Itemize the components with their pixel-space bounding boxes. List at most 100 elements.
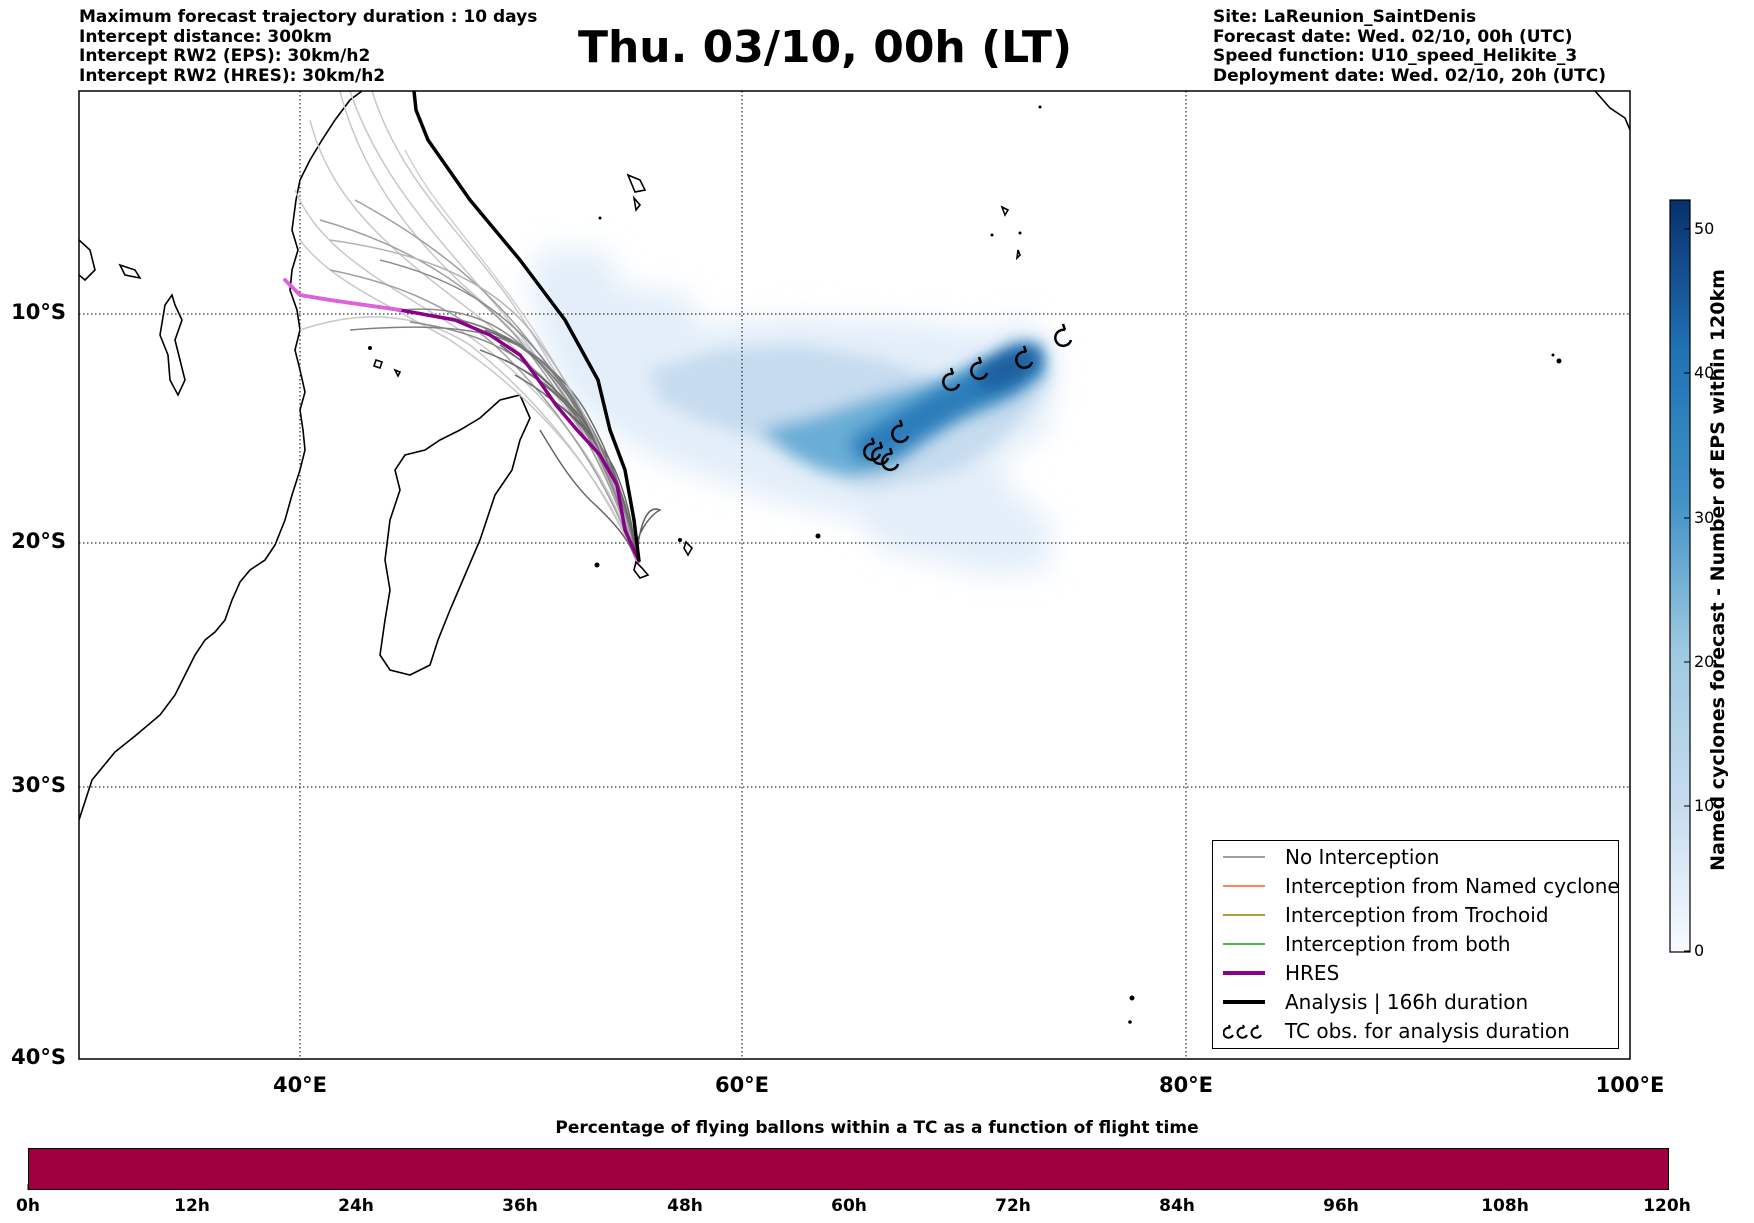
legend-label: Interception from Trochoid (1285, 903, 1549, 927)
legend-label: HRES (1285, 961, 1340, 985)
legend-item: Interception from both (1223, 931, 1511, 957)
colorbar-tick-label: 20 (1694, 652, 1715, 671)
eps-track (635, 508, 662, 561)
flight-bar-tick-label: 36h (502, 1196, 538, 1216)
lat-label: 10°S (11, 300, 66, 324)
eps-track (539, 429, 637, 561)
graticule (79, 91, 1630, 1059)
eps-track (319, 219, 637, 561)
island-dot (1129, 995, 1135, 1001)
map-legend: No Interception Interception from Named … (1212, 840, 1620, 1049)
legend-swatch (1223, 943, 1265, 945)
param-line: Maximum forecast trajectory duration : 1… (79, 7, 538, 27)
legend-item: Analysis | 166h duration (1223, 989, 1528, 1015)
island-dot (1556, 358, 1562, 364)
site-info: Site: LaReunion_SaintDenis Forecast date… (1213, 7, 1607, 86)
legend-swatch (1223, 856, 1265, 858)
tc-symbol (1054, 323, 1073, 347)
flight-bar-tick-label: 84h (1159, 1196, 1195, 1216)
chagos-islands (1000, 205, 1021, 261)
density-colorbar (1669, 199, 1691, 953)
flight-bar-tick-label: 12h (174, 1196, 210, 1216)
colorbar-tick-label: 0 (1694, 941, 1705, 960)
legend-swatch (1223, 1000, 1265, 1004)
colorbar-tick-label: 40 (1694, 363, 1715, 382)
seychelles-islands (626, 173, 647, 212)
flight-bar-tick-label: 0h (16, 1196, 40, 1216)
lon-label: 40°E (272, 1073, 328, 1097)
legend-item: TC obs. for analysis duration (1223, 1018, 1570, 1044)
colorbar-ticks (1684, 228, 1690, 952)
map-frame (78, 90, 1631, 1060)
lake-tanganyika (79, 239, 96, 282)
flight-bar-tick-label: 72h (995, 1196, 1031, 1216)
lat-label: 30°S (11, 773, 66, 797)
eps-track (354, 199, 637, 561)
eps-track (299, 316, 637, 561)
legend-label: Analysis | 166h duration (1285, 990, 1529, 1014)
legend-label: TC obs. for analysis duration (1285, 1019, 1570, 1043)
lat-label: 20°S (11, 529, 66, 553)
legend-swatch (1223, 914, 1265, 916)
island-dot (1018, 231, 1022, 235)
madagascar-coastline (379, 394, 531, 676)
tc-observations (863, 323, 1073, 471)
eps-track (544, 394, 637, 561)
africa-coastline (79, 91, 363, 821)
tc-symbol (942, 367, 961, 391)
lake-malawi (118, 263, 142, 280)
legend-label: No Interception (1285, 845, 1440, 869)
legend-item: Interception from Trochoid (1223, 902, 1549, 928)
info-line: Forecast date: Wed. 02/10, 00h (UTC) (1213, 26, 1573, 47)
colorbar-tick-label: 50 (1694, 219, 1715, 238)
param-line: Intercept RW2 (HRES): 30km/h2 (79, 65, 386, 86)
lat-label: 40°S (11, 1045, 66, 1069)
tc-symbol (891, 419, 910, 443)
legend-item: No Interception (1223, 844, 1439, 870)
mauritius-island (683, 540, 693, 557)
small-islands (368, 105, 1562, 1024)
coastlines (79, 91, 1630, 821)
info-line: Speed function: U10_speed_Helikite_3 (1213, 46, 1578, 66)
eps-track (371, 91, 637, 561)
info-line: Deployment date: Wed. 02/10, 20h (UTC) (1213, 65, 1607, 86)
tc-symbol (970, 356, 989, 380)
island-dot (1128, 1020, 1132, 1024)
island-dot (678, 538, 682, 542)
lake-victoria (159, 293, 186, 397)
colorbar-tick-label: 30 (1694, 508, 1715, 527)
map-title: Thu. 03/10, 00h (LT) (577, 22, 1073, 73)
flight-bar-tick-label: 96h (1323, 1196, 1359, 1216)
cyclone-density-field (530, 250, 1060, 575)
island-dot (1038, 105, 1042, 109)
comoros-islands (372, 358, 402, 378)
legend-item: HRES (1223, 960, 1339, 986)
density-peak (975, 348, 1038, 392)
tc-symbol (863, 437, 882, 461)
flight-bar-tick-label: 48h (667, 1196, 703, 1216)
legend-label: Interception from Named cyclone (1285, 874, 1620, 898)
lon-label: 100°E (1595, 1073, 1665, 1097)
island-dot (368, 346, 372, 350)
hres-trajectory-early (283, 278, 402, 312)
legend-swatch (1223, 885, 1265, 887)
reunion-island (633, 560, 650, 579)
island-dot (594, 562, 600, 568)
tc-symbol-icon (1223, 1024, 1262, 1039)
sumatra-coast (1594, 91, 1630, 131)
island-dot (990, 233, 994, 237)
flight-bar-tick-label: 108h (1481, 1196, 1529, 1216)
lon-label: 60°E (714, 1073, 770, 1097)
colorbar-title: Named cyclones forecast - Number of EPS … (1707, 269, 1729, 871)
island-dot (598, 216, 602, 220)
analysis-trajectory (412, 91, 641, 562)
lon-label: 80°E (1158, 1073, 1214, 1097)
eps-track (329, 269, 637, 561)
flight-bar-tick-label: 24h (338, 1196, 374, 1216)
island-dot (1551, 353, 1555, 357)
flight-bar-tick-label: 120h (1643, 1196, 1691, 1216)
tc-symbol (1015, 345, 1034, 369)
colorbar-tick-label: 10 (1694, 796, 1715, 815)
legend-item: Interception from Named cyclone (1223, 873, 1620, 899)
